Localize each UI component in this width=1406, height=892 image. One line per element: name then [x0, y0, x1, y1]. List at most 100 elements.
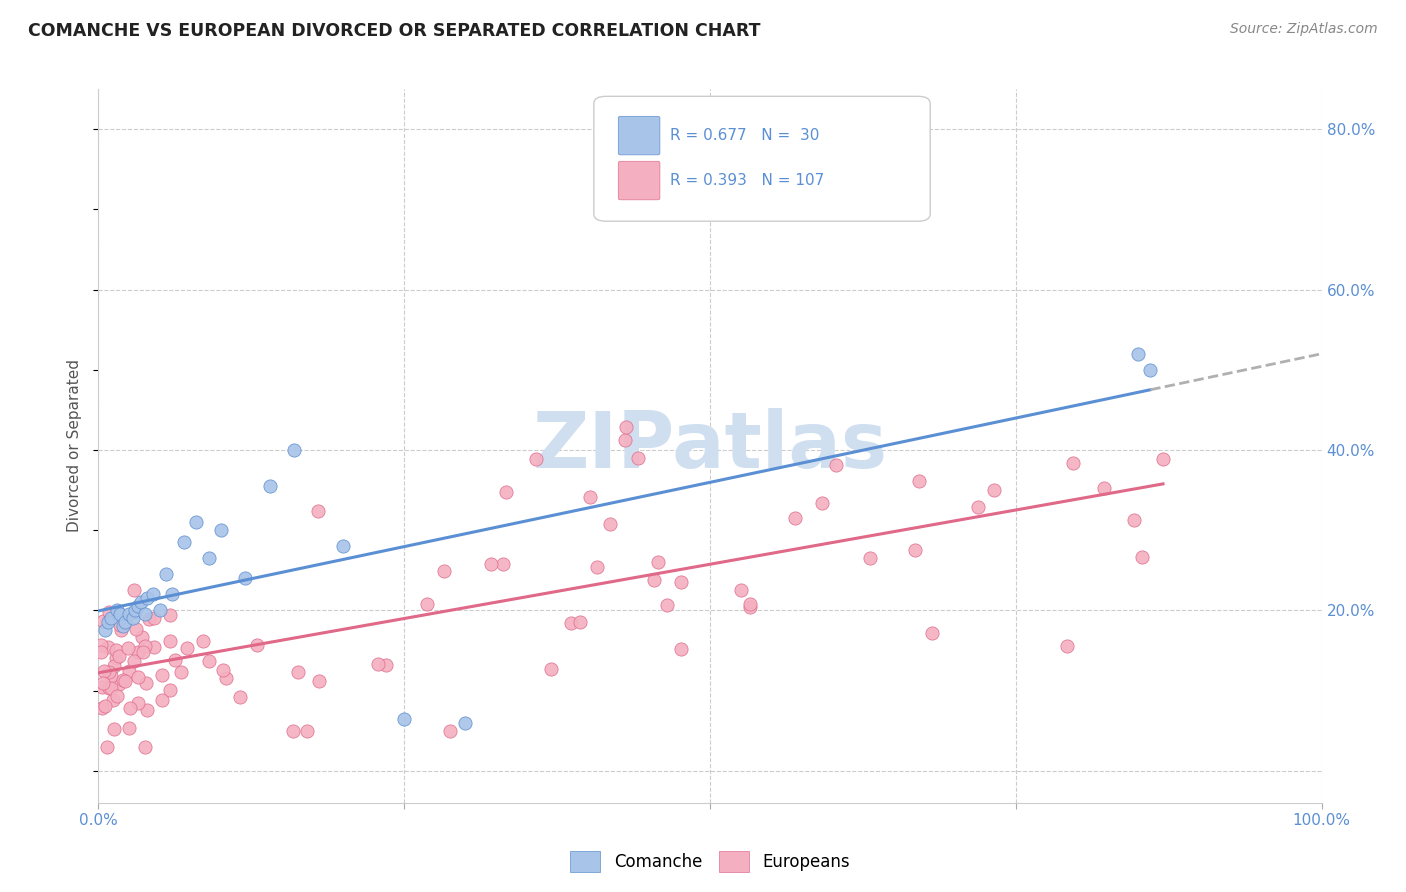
Point	[142, 587, 165, 601]
Point	[127, 599, 149, 614]
Point	[586, 560, 609, 574]
Point	[454, 715, 477, 730]
Point	[492, 557, 515, 571]
Point	[246, 638, 269, 652]
Point	[495, 485, 517, 500]
Point	[93, 624, 115, 638]
Point	[233, 571, 256, 585]
Point	[307, 504, 329, 518]
Point	[825, 458, 848, 472]
Point	[97, 615, 120, 630]
Point	[159, 682, 181, 697]
Point	[415, 597, 437, 611]
Point	[134, 639, 156, 653]
Point	[94, 699, 117, 714]
Point	[100, 681, 122, 695]
Point	[578, 490, 600, 504]
Point	[160, 587, 183, 601]
FancyBboxPatch shape	[619, 116, 659, 155]
Point	[129, 595, 152, 609]
Point	[669, 641, 692, 656]
Point	[117, 641, 139, 656]
Point	[176, 641, 198, 656]
Point	[134, 739, 156, 754]
Point	[105, 651, 128, 665]
Point	[104, 643, 127, 657]
Point	[569, 615, 592, 629]
Point	[904, 543, 927, 558]
Point	[560, 615, 582, 630]
Point	[1130, 550, 1153, 565]
Point	[627, 451, 650, 466]
Point	[97, 681, 120, 696]
Point	[983, 483, 1005, 497]
Point	[118, 607, 141, 622]
Point	[108, 648, 131, 663]
Point	[1056, 639, 1078, 653]
Point	[740, 599, 762, 614]
Point	[259, 479, 281, 493]
Point	[669, 575, 692, 590]
Point	[599, 517, 621, 532]
Point	[110, 607, 132, 622]
Point	[198, 655, 221, 669]
Point	[124, 603, 146, 617]
Point	[132, 645, 155, 659]
Point	[374, 657, 396, 672]
FancyBboxPatch shape	[619, 161, 659, 200]
FancyBboxPatch shape	[593, 96, 931, 221]
Text: Source: ZipAtlas.com: Source: ZipAtlas.com	[1230, 22, 1378, 37]
Point	[811, 496, 834, 510]
Point	[229, 690, 252, 704]
Point	[1123, 513, 1146, 527]
Point	[967, 500, 990, 514]
Legend: Comanche, Europeans: Comanche, Europeans	[562, 843, 858, 880]
Point	[97, 605, 120, 619]
Point	[111, 619, 134, 633]
Point	[439, 723, 461, 738]
Point	[110, 623, 132, 637]
Point	[215, 671, 238, 685]
Point	[165, 653, 187, 667]
Point	[155, 567, 177, 582]
Point	[105, 603, 128, 617]
Point	[121, 611, 143, 625]
Point	[738, 597, 761, 611]
Point	[332, 539, 354, 553]
Point	[1139, 363, 1161, 377]
Point	[117, 664, 139, 678]
Point	[124, 622, 146, 636]
Y-axis label: Divorced or Separated: Divorced or Separated	[67, 359, 83, 533]
Point	[193, 634, 215, 648]
Point	[135, 675, 157, 690]
Point	[103, 658, 125, 673]
Point	[91, 614, 114, 628]
Point	[908, 475, 931, 489]
Point	[1152, 452, 1174, 467]
Point	[127, 645, 149, 659]
Point	[143, 611, 166, 625]
Point	[433, 564, 456, 578]
Point	[212, 663, 235, 677]
Point	[114, 615, 136, 630]
Point	[110, 618, 132, 632]
Point	[136, 591, 159, 606]
Point	[114, 673, 136, 688]
Point	[159, 633, 181, 648]
Point	[103, 723, 125, 737]
Point	[131, 631, 153, 645]
Point	[540, 662, 562, 676]
Point	[96, 739, 118, 754]
Text: ZIPatlas: ZIPatlas	[533, 408, 887, 484]
Point	[138, 612, 160, 626]
Point	[108, 676, 131, 690]
Point	[134, 607, 156, 622]
Point	[1062, 456, 1084, 470]
Point	[283, 723, 305, 738]
Point	[100, 611, 122, 625]
Point	[91, 701, 114, 715]
Point	[122, 654, 145, 668]
Point	[122, 582, 145, 597]
Point	[481, 557, 503, 571]
Point	[1128, 347, 1150, 361]
